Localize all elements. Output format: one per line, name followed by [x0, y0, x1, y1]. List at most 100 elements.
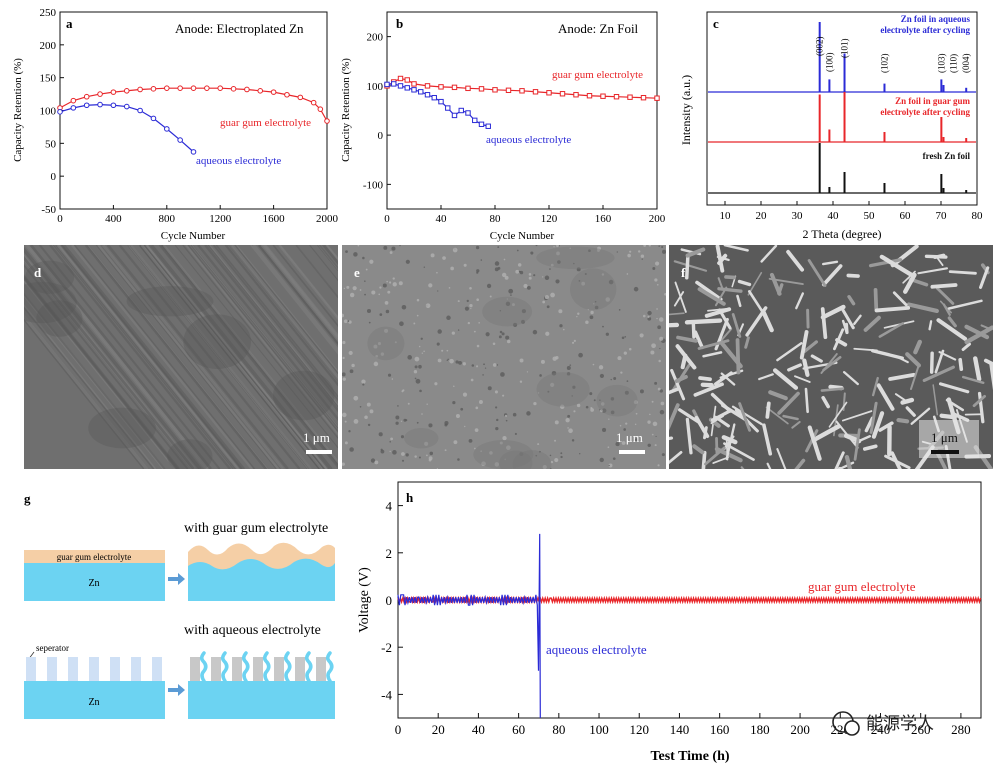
a-data-point — [297, 94, 304, 101]
panel-f-scale-label: 1 μm — [931, 430, 958, 445]
sem-d-striation — [146, 245, 329, 469]
sem-d-striation — [71, 245, 254, 469]
sem-e-grain — [589, 392, 593, 396]
sem-e-grain — [599, 409, 601, 411]
sem-d-patch — [167, 439, 213, 469]
sem-e-grain — [398, 281, 403, 286]
sem-f-flake — [684, 318, 723, 325]
sem-e-grain — [569, 247, 572, 250]
b-data-point — [627, 94, 633, 100]
sem-f-flake — [973, 356, 982, 382]
sem-e-grain — [342, 313, 345, 318]
sem-e-grain — [624, 335, 627, 338]
sem-e-grain — [521, 309, 526, 314]
sem-e-grain — [512, 412, 517, 417]
watermark: 能源学人 — [832, 711, 934, 736]
sem-e-grain — [473, 330, 476, 333]
sem-f-flake — [932, 384, 939, 416]
sem-e-grain — [392, 282, 397, 287]
sem-e-grain — [460, 407, 464, 411]
sem-e-grain — [449, 358, 454, 364]
b-data-point — [445, 105, 451, 111]
sem-e-grain — [554, 420, 559, 425]
sem-e-grain — [640, 254, 645, 258]
sem-e-grain — [476, 365, 479, 368]
sem-e-grain — [469, 286, 472, 290]
sem-e-grain — [457, 329, 460, 331]
sem-f-flake — [669, 436, 674, 441]
sem-d-striation — [24, 274, 181, 469]
sem-d-striation — [143, 245, 325, 469]
sem-e-grain — [519, 380, 523, 383]
sem-e-grain — [661, 453, 665, 457]
sem-d-striation — [250, 245, 338, 355]
sem-e-grain — [555, 279, 560, 284]
b-data-point — [472, 117, 478, 124]
sem-f-flake — [958, 357, 964, 372]
sem-e-grain — [566, 366, 571, 371]
sem-e-grain — [426, 403, 428, 405]
sem-e-texture — [342, 245, 666, 469]
b-xtick-label: 120 — [541, 213, 558, 225]
sem-d-striation — [263, 245, 338, 339]
sem-e-grain — [470, 307, 472, 310]
sem-e-grain — [573, 410, 576, 413]
sem-f-flake — [947, 316, 957, 328]
sem-e-grain — [551, 370, 557, 376]
sem-e-patch — [482, 296, 533, 327]
sem-e-grain — [474, 447, 476, 450]
sem-e-grain — [342, 340, 346, 345]
b-ytick-label: -100 — [363, 179, 384, 191]
sem-e-grain — [506, 339, 511, 344]
sem-e-grain — [647, 420, 651, 424]
panel-a-xlabel: Cycle Number — [161, 230, 226, 242]
sem-f-flake — [717, 277, 724, 289]
sem-e-grain — [492, 363, 497, 367]
sem-e-grain — [550, 460, 554, 464]
panel-h-label-guar-gum: guar gum electrolyte — [808, 579, 916, 594]
sem-e-grain — [390, 437, 394, 441]
separator-pillar — [89, 657, 99, 681]
a-data-point — [83, 93, 90, 100]
panel-c-red-label-2: electrolyte after cycling — [880, 107, 970, 117]
a-data-point — [150, 86, 157, 92]
sem-e-grain — [487, 386, 492, 391]
h-aqueous-line — [397, 533, 541, 719]
panel-e-sem-image: e 1 μm — [342, 245, 666, 469]
sem-e-grain — [405, 259, 410, 264]
sem-f-flake — [761, 309, 774, 333]
sem-f-flake — [928, 320, 933, 331]
sem-f-flake — [766, 462, 772, 469]
c-peak-label: (110) — [949, 54, 959, 73]
dendrite — [220, 651, 229, 683]
sem-f-flake — [762, 423, 773, 456]
sem-f-flake — [735, 338, 741, 375]
panel-c-frame — [706, 11, 978, 206]
b-data-point — [546, 90, 552, 96]
sem-e-grain — [342, 356, 345, 360]
sem-e-grain — [539, 374, 542, 377]
sem-e-grain — [401, 390, 404, 393]
sem-e-grain — [526, 411, 531, 416]
sem-f-flake — [863, 315, 881, 332]
sem-e-grain — [421, 352, 424, 354]
sem-e-grain — [629, 250, 632, 253]
sem-e-grain — [464, 306, 470, 311]
a-data-point — [150, 115, 157, 122]
sem-e-grain — [370, 458, 376, 463]
h-xtick-label: 160 — [710, 722, 730, 737]
sem-d-striation — [97, 245, 280, 469]
sem-f-flake — [874, 305, 911, 313]
sem-f-flake — [765, 406, 789, 425]
sem-e-grain — [568, 428, 573, 434]
sem-e-grain — [389, 450, 391, 453]
b-data-point — [485, 123, 491, 129]
sem-e-grain — [608, 279, 614, 285]
sem-f-flake — [799, 330, 809, 360]
sem-e-grain — [418, 456, 421, 459]
sem-f-flake — [964, 324, 990, 340]
b-xtick-label: 160 — [595, 213, 612, 225]
sem-e-grain — [648, 245, 651, 247]
sem-f-flake — [905, 352, 921, 368]
sem-f-flake — [906, 302, 939, 314]
